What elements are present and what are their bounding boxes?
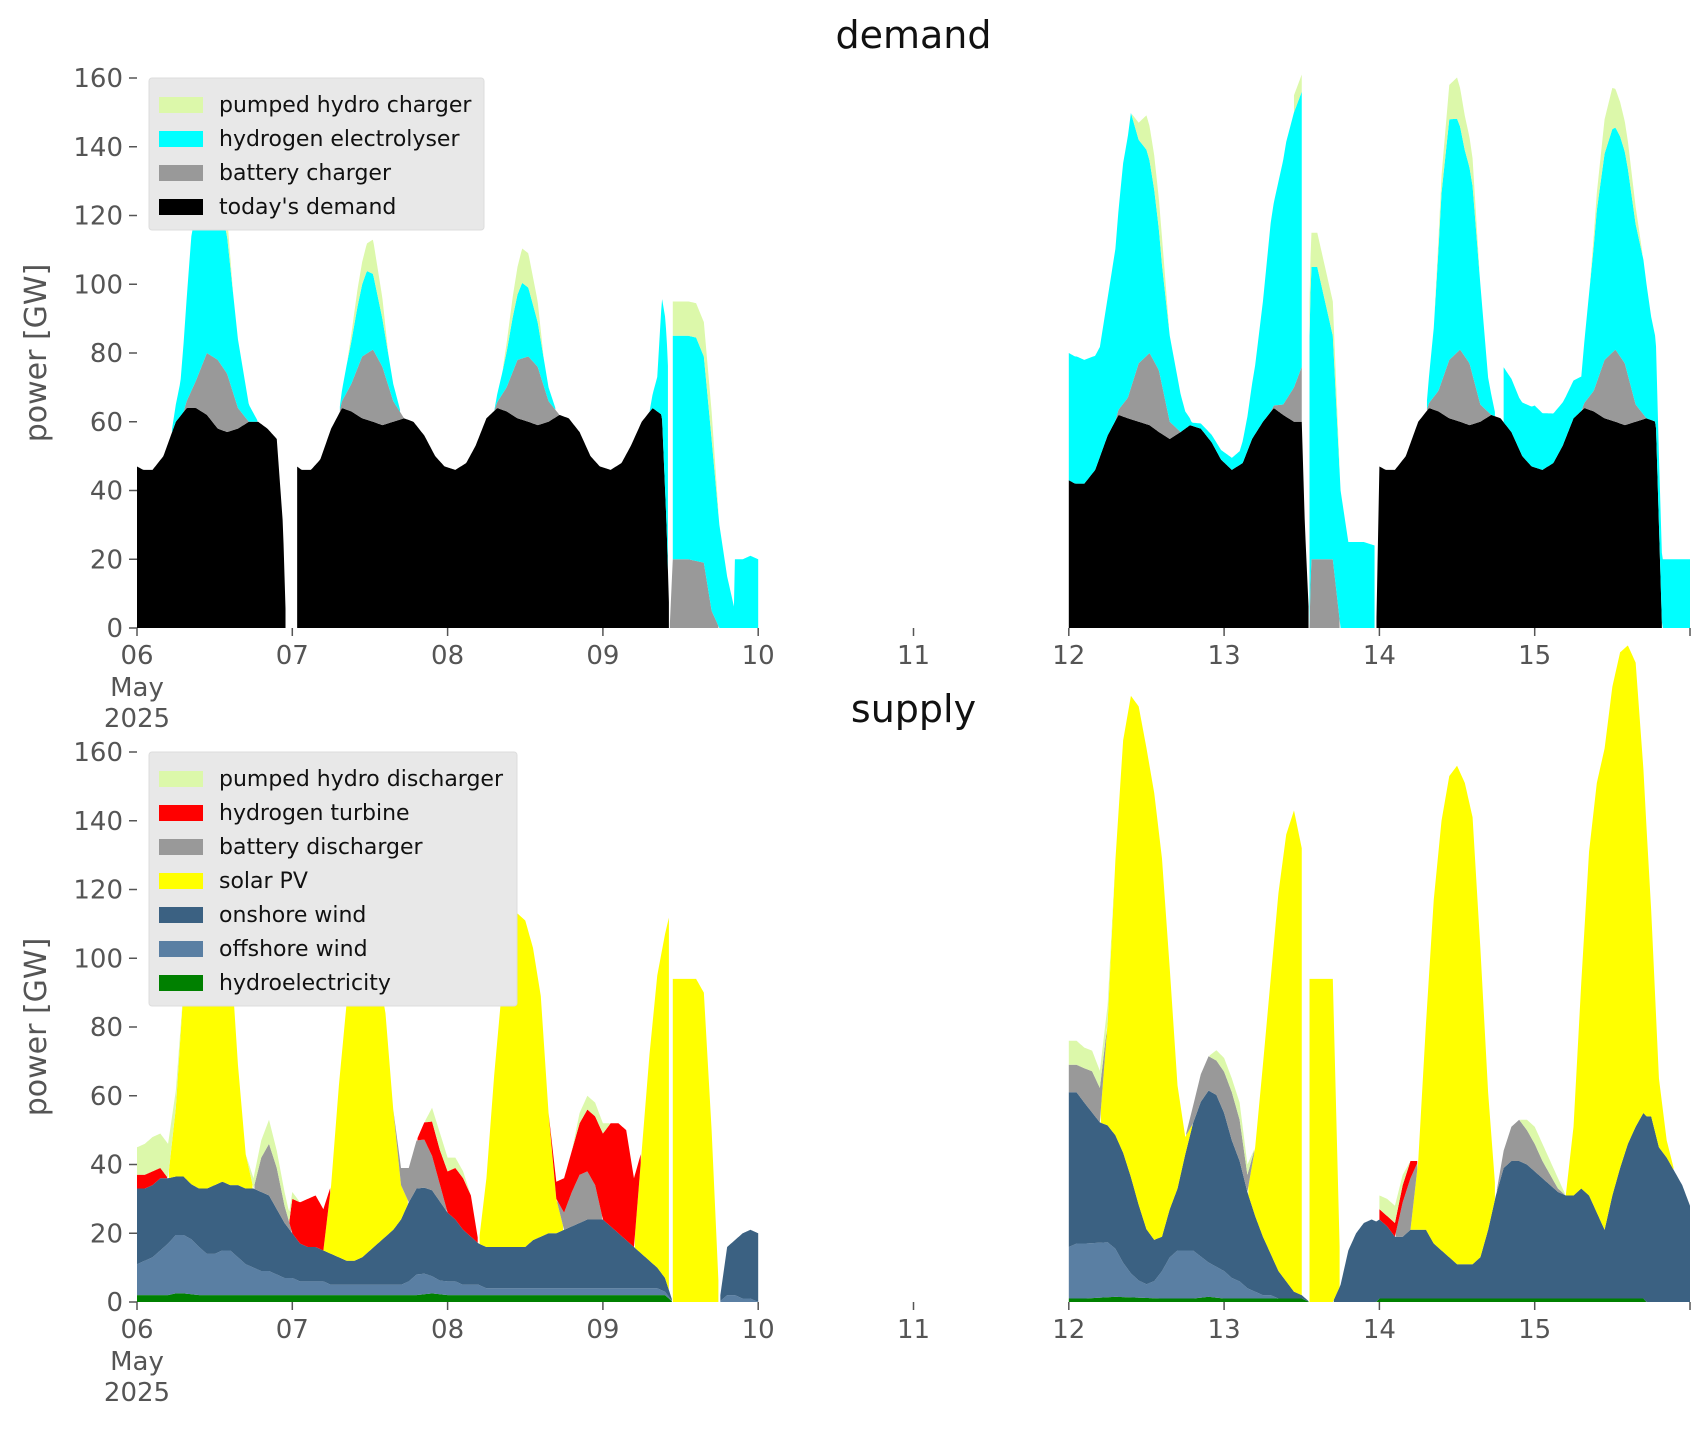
x-tick-label: 12	[1052, 1315, 1085, 1345]
legend-label: hydrogen electrolyser	[219, 127, 460, 152]
x-tick-label: 13	[1208, 641, 1241, 671]
legend: pumped hydro discharger hydrogen turbine b…	[148, 751, 518, 1007]
y-tick-label: 120	[73, 202, 123, 232]
legend: pumped hydro charger hydrogen electrolyse…	[148, 77, 485, 231]
legend-box	[148, 751, 518, 1007]
y-tick-label: 80	[90, 339, 123, 369]
legend-swatch	[159, 199, 203, 215]
x-tick-label: 11	[897, 641, 930, 671]
x-tick-label: 14	[1363, 641, 1396, 671]
x-tick-sublabel: May	[110, 673, 164, 703]
legend-swatch	[159, 907, 203, 923]
y-tick-label: 80	[90, 1013, 123, 1043]
x-tick-label: 10	[742, 641, 775, 671]
legend-label: hydroelectricity	[219, 971, 391, 996]
legend-swatch	[159, 941, 203, 957]
x-tick-label: 12	[1052, 641, 1085, 671]
y-tick-label: 40	[90, 1151, 123, 1181]
x-tick-sublabel: May	[110, 1347, 164, 1377]
legend-box	[148, 77, 485, 231]
legend-swatch	[159, 873, 203, 889]
y-axis-label: power [GW]	[19, 938, 54, 1117]
legend-swatch	[159, 805, 203, 821]
legend-label: onshore wind	[219, 903, 366, 928]
x-tick-label: 07	[276, 641, 309, 671]
y-tick-label: 0	[106, 1288, 123, 1318]
y-tick-label: 100	[73, 944, 123, 974]
y-tick-label: 40	[90, 477, 123, 507]
y-tick-label: 60	[90, 1082, 123, 1112]
y-tick-label: 140	[73, 807, 123, 837]
area-layer	[137, 74, 1691, 628]
x-tick-label: 08	[431, 1315, 464, 1345]
legend-swatch	[159, 97, 203, 113]
legend-label: battery discharger	[219, 835, 424, 860]
area-onshore-wind	[137, 1090, 1690, 1302]
y-tick-label: 160	[73, 738, 123, 768]
y-tick-label: 160	[73, 64, 123, 94]
x-tick-label: 13	[1208, 1315, 1241, 1345]
legend-swatch	[159, 839, 203, 855]
y-tick-label: 20	[90, 545, 123, 575]
x-tick-label: 14	[1363, 1315, 1396, 1345]
legend-swatch	[159, 771, 203, 787]
area-hydroelectricity	[137, 1293, 1647, 1302]
x-tick-label: 06	[120, 641, 153, 671]
legend-swatch	[159, 165, 203, 181]
area-solar-pv	[169, 645, 1674, 1302]
panel-title: demand	[835, 13, 991, 57]
legend-swatch	[159, 131, 203, 147]
panel-title: supply	[851, 687, 976, 731]
y-axis-label: power [GW]	[19, 264, 54, 443]
legend-swatch	[159, 975, 203, 991]
demand-panel: demand power [GW] 0 20 40 60 80 100 120 140 160 06M…	[19, 13, 1691, 734]
area-battery-charger	[183, 349, 1647, 628]
legend-label: pumped hydro charger	[219, 93, 472, 118]
legend-label: solar PV	[219, 869, 308, 894]
x-tick-label: 10	[742, 1315, 775, 1345]
legend-label: hydrogen turbine	[219, 801, 410, 826]
area-hydrogen-electrolyser	[171, 91, 1691, 628]
y-tick-label: 60	[90, 408, 123, 438]
y-tick-label: 140	[73, 133, 123, 163]
legend-label: pumped hydro discharger	[219, 767, 504, 792]
y-tick-label: 20	[90, 1219, 123, 1249]
x-tick-label: 15	[1518, 1315, 1551, 1345]
area-hydrogen-turbine	[137, 1109, 1418, 1251]
x-tick-label: 08	[431, 641, 464, 671]
x-tick-label: 09	[586, 641, 619, 671]
x-tick-label: 11	[897, 1315, 930, 1345]
legend-label: today's demand	[219, 195, 396, 220]
area-offshore-wind	[137, 1234, 1278, 1302]
y-tick-label: 0	[106, 614, 123, 644]
y-tick-label: 120	[73, 876, 123, 906]
legend-label: battery charger	[219, 161, 392, 186]
x-tick-sublabel: 2025	[104, 1378, 170, 1408]
y-tick-label: 100	[73, 270, 123, 300]
area-layer	[137, 645, 1690, 1302]
x-tick-label: 09	[586, 1315, 619, 1345]
x-tick-label: 06	[120, 1315, 153, 1345]
x-tick-label: 15	[1518, 641, 1551, 671]
area-today-s-demand	[137, 408, 1662, 628]
x-tick-label: 07	[276, 1315, 309, 1345]
area-battery-discharger	[254, 1030, 1565, 1237]
x-tick-sublabel: 2025	[104, 704, 170, 734]
legend-label: offshore wind	[219, 937, 368, 962]
